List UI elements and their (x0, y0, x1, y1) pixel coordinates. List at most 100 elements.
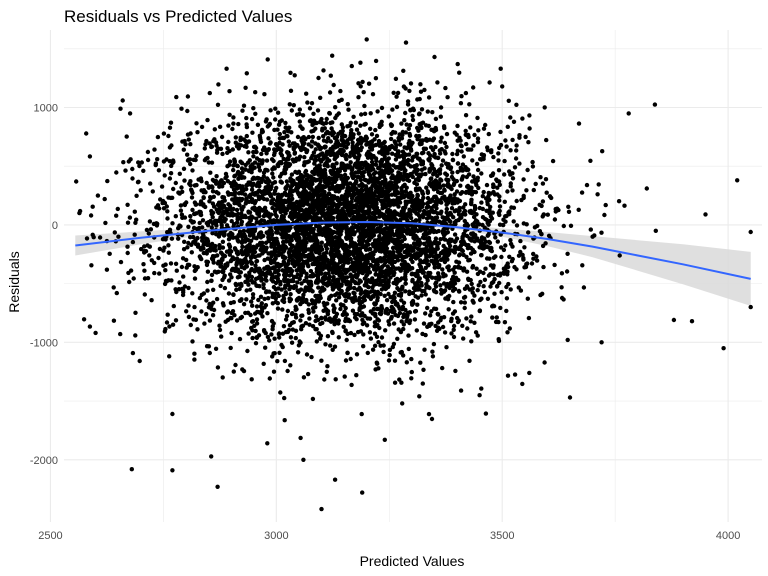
scatter-point (514, 198, 519, 204)
scatter-point (434, 169, 439, 175)
scatter-point (461, 205, 466, 210)
scatter-point (415, 268, 420, 274)
scatter-point (268, 108, 273, 113)
scatter-point (336, 111, 341, 116)
scatter-point (505, 373, 511, 378)
scatter-point (251, 149, 256, 155)
scatter-point (174, 94, 179, 100)
scatter-point (182, 239, 187, 244)
scatter-point (581, 285, 587, 290)
scatter-point (481, 284, 486, 289)
scatter-point (360, 79, 365, 85)
scatter-point (112, 230, 118, 235)
scatter-point (372, 201, 377, 206)
scatter-point (616, 199, 622, 204)
scatter-point (387, 147, 392, 152)
scatter-point (177, 280, 182, 285)
scatter-point (465, 246, 471, 251)
scatter-point (290, 141, 296, 146)
scatter-point (336, 335, 341, 340)
scatter-point (504, 296, 510, 301)
scatter-point (387, 347, 393, 353)
scatter-point (263, 303, 269, 308)
scatter-point (307, 322, 312, 327)
scatter-point (275, 306, 281, 311)
scatter-point (304, 275, 309, 280)
scatter-point (514, 102, 519, 108)
scatter-point (330, 53, 335, 58)
scatter-point (495, 185, 500, 190)
scatter-point (462, 305, 467, 311)
scatter-point (419, 141, 424, 146)
scatter-point (352, 192, 357, 197)
scatter-point (449, 331, 454, 336)
scatter-point (458, 101, 464, 106)
scatter-point (398, 329, 404, 335)
scatter-point (448, 210, 453, 216)
scatter-point (251, 154, 256, 159)
scatter-point (288, 88, 294, 94)
scatter-point (502, 320, 508, 325)
scatter-point (280, 307, 285, 312)
scatter-point (433, 125, 438, 131)
scatter-point (285, 308, 291, 314)
scatter-point (366, 265, 371, 271)
scatter-point (187, 181, 192, 186)
scatter-point (352, 285, 357, 291)
scatter-point (531, 251, 536, 257)
scatter-point (368, 126, 373, 131)
scatter-point (497, 212, 502, 218)
scatter-point (510, 137, 515, 143)
scatter-point (336, 295, 342, 300)
scatter-point (454, 151, 460, 157)
scatter-point (192, 200, 198, 205)
scatter-point (145, 157, 151, 163)
scatter-point (345, 189, 350, 194)
scatter-point (498, 66, 503, 71)
scatter-point (415, 295, 421, 300)
scatter-point (246, 150, 251, 155)
scatter-point (410, 277, 415, 283)
scatter-point (390, 264, 396, 270)
scatter-point (231, 121, 236, 126)
scatter-point (411, 198, 416, 204)
scatter-point (469, 314, 474, 319)
scatter-point (370, 92, 376, 97)
scatter-point (395, 336, 400, 341)
scatter-point (358, 123, 363, 128)
scatter-point (363, 121, 368, 127)
scatter-point (489, 148, 494, 153)
scatter-point (322, 377, 327, 382)
scatter-point (487, 80, 492, 85)
scatter-point (390, 129, 396, 135)
scatter-point (192, 357, 197, 362)
scatter-point (210, 241, 215, 247)
scatter-point (564, 269, 570, 274)
scatter-point (352, 332, 357, 338)
scatter-point (155, 157, 160, 162)
scatter-point (417, 394, 422, 399)
scatter-point (518, 238, 523, 244)
scatter-point (324, 246, 330, 251)
scatter-point (481, 156, 486, 162)
scatter-point (234, 283, 239, 288)
scatter-point (366, 290, 372, 295)
scatter-point (339, 131, 345, 136)
scatter-point (191, 225, 197, 231)
scatter-point (544, 190, 549, 195)
scatter-point (467, 287, 473, 292)
scatter-point (422, 347, 427, 352)
scatter-point (411, 241, 417, 246)
scatter-point (166, 243, 171, 248)
scatter-point (295, 280, 300, 285)
scatter-point (89, 263, 94, 268)
scatter-point (350, 145, 355, 150)
scatter-point (217, 323, 222, 328)
scatter-point (359, 145, 364, 150)
scatter-point (286, 156, 291, 162)
scatter-point (257, 168, 263, 173)
scatter-point (451, 334, 457, 340)
scatter-point (210, 201, 216, 206)
scatter-point (588, 227, 593, 232)
scatter-point (189, 187, 194, 192)
